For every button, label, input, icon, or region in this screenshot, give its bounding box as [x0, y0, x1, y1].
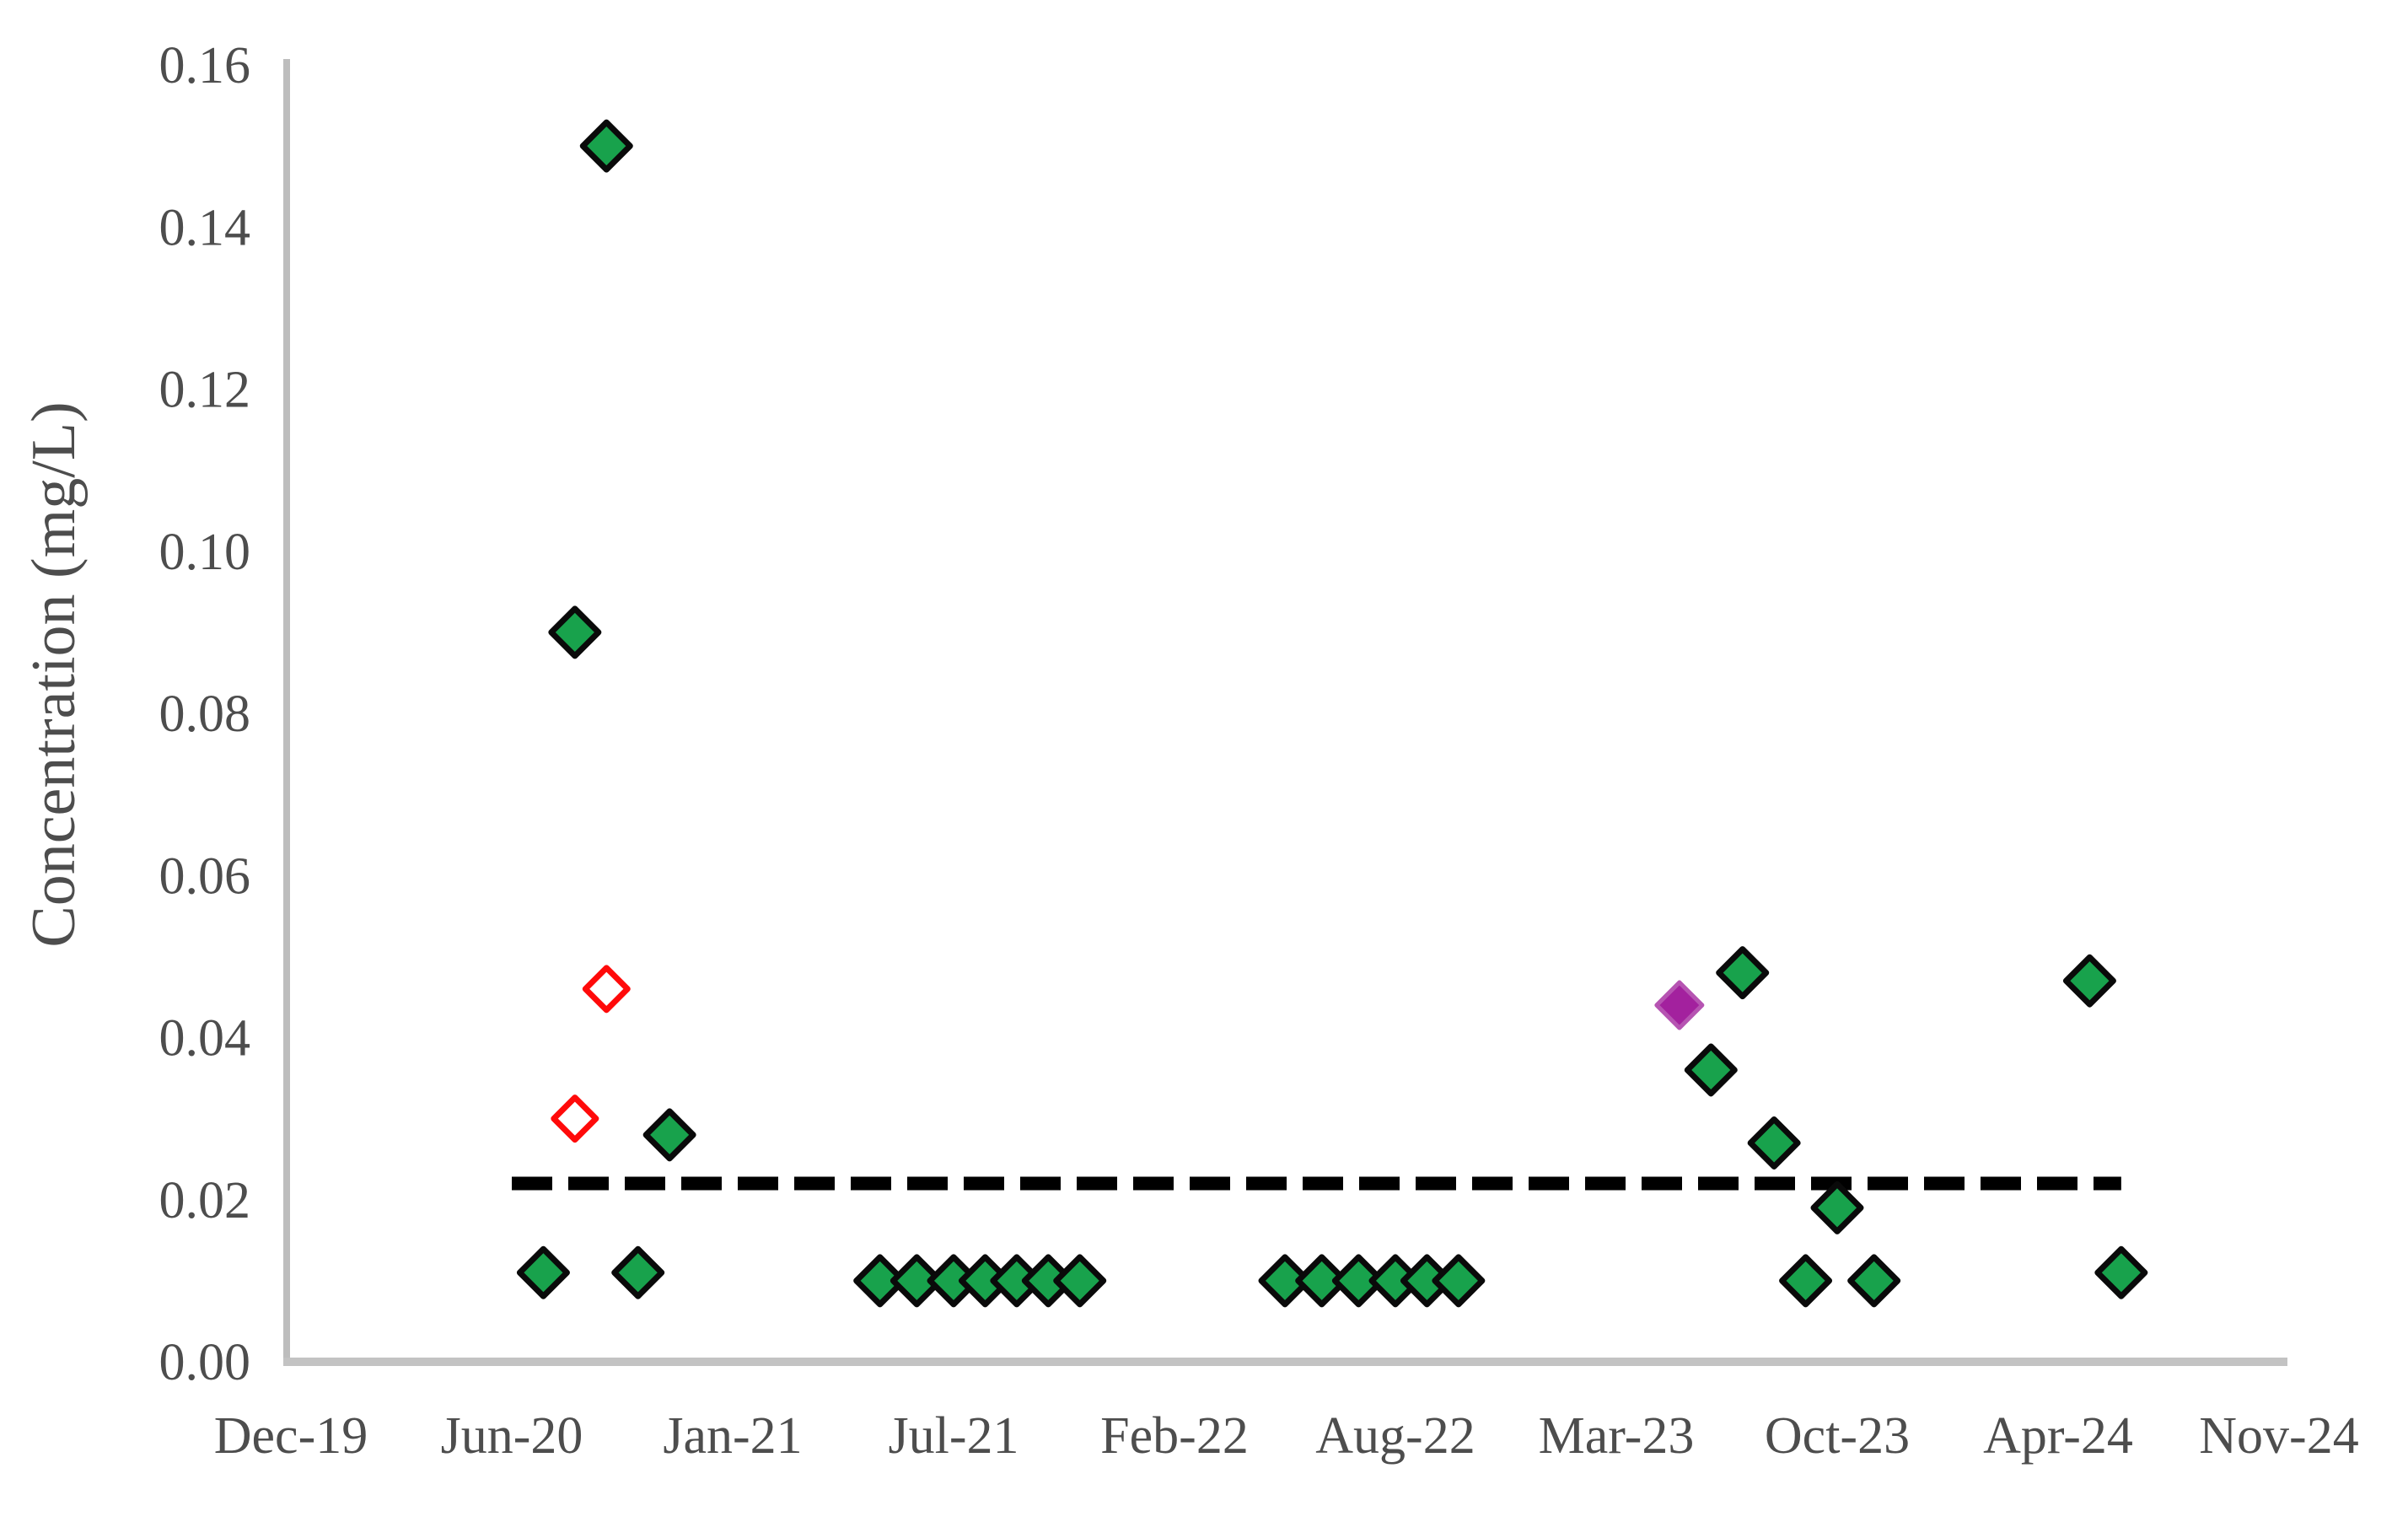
y-tick-label: 0.04 — [159, 1010, 251, 1068]
x-tick-label: Dec-19 — [214, 1407, 368, 1465]
x-tick-label: Aug-22 — [1315, 1407, 1475, 1465]
data-point-filled_green_diamonds — [890, 1254, 943, 1308]
data-point-filled_green_diamonds — [1684, 1043, 1738, 1097]
data-point-filled_green_diamonds — [853, 1254, 907, 1308]
data-point-filled_green_diamonds — [2062, 954, 2116, 1008]
data-point-filled_green_diamonds — [1053, 1254, 1107, 1308]
x-tick-label: Apr-24 — [1983, 1407, 2133, 1465]
x-tick-label: Feb-22 — [1100, 1407, 1249, 1465]
data-point-filled_green_diamonds — [1432, 1254, 1486, 1308]
data-point-open_red_diamonds — [551, 1094, 599, 1143]
x-tick-label: Mar-23 — [1539, 1407, 1695, 1465]
data-point-filled_green_diamonds — [1810, 1180, 1864, 1234]
y-axis-tick-labels: 0.00 0.02 0.04 0.06 0.08 0.10 0.12 0.14 0.16 — [159, 37, 251, 1391]
data-point-filled_green_diamonds — [1779, 1254, 1833, 1308]
data-point-filled_green_diamonds — [1747, 1116, 1801, 1170]
y-tick-label: 0.10 — [159, 524, 251, 581]
data-point-filled_purple_diamond — [1654, 980, 1705, 1030]
x-tick-label: Nov-24 — [2199, 1407, 2358, 1465]
data-point-filled_green_diamonds — [1847, 1254, 1901, 1308]
data-point-filled_green_diamonds — [579, 119, 633, 173]
x-tick-label: Jan-21 — [663, 1407, 802, 1465]
y-tick-label: 0.16 — [159, 37, 251, 94]
x-tick-label: Jul-21 — [889, 1407, 1019, 1465]
data-point-filled_green_diamonds — [548, 605, 602, 659]
data-point-open_red_diamonds — [582, 965, 631, 1014]
y-tick-label: 0.00 — [159, 1334, 251, 1391]
y-tick-label: 0.08 — [159, 686, 251, 743]
y-tick-label: 0.12 — [159, 362, 251, 419]
data-point-filled_green_diamonds — [611, 1245, 665, 1299]
y-tick-label: 0.02 — [159, 1172, 251, 1229]
y-tick-label: 0.06 — [159, 847, 251, 905]
y-tick-label: 0.14 — [159, 199, 251, 256]
data-point-filled_green_diamonds — [1716, 946, 1770, 1000]
data-point-filled_green_diamonds — [642, 1108, 696, 1162]
x-axis-tick-labels: Dec-19 Jun-20 Jan-21 Jul-21 Feb-22 Aug-22 Mar-… — [214, 1407, 2359, 1465]
x-tick-label: Oct-23 — [1765, 1407, 1910, 1465]
data-point-filled_green_diamonds — [1295, 1254, 1349, 1308]
data-points-group — [516, 119, 2148, 1308]
data-point-filled_green_diamonds — [516, 1245, 570, 1299]
y-axis-title: Concentration (mg/L) — [19, 401, 89, 947]
data-point-filled_green_diamonds — [1331, 1254, 1385, 1308]
data-point-filled_green_diamonds — [1258, 1254, 1312, 1308]
data-point-filled_green_diamonds — [2094, 1245, 2148, 1299]
x-tick-label: Jun-20 — [441, 1407, 583, 1465]
